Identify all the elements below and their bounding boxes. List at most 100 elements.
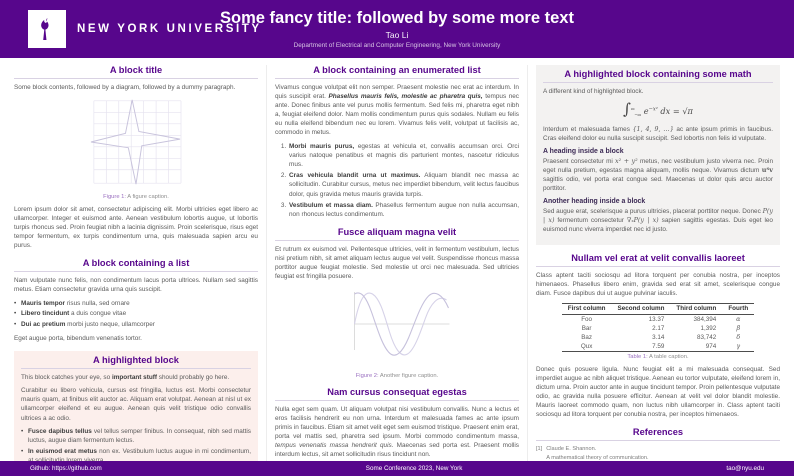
block-fusce-aliquam: Fusce aliquam magna velit Et rutrum ex e… [275, 227, 519, 379]
table-row: Bar 2.17 1,392 β [562, 324, 755, 333]
nyu-brand: NEW YORK UNIVERSITY [28, 10, 262, 48]
figure-2-caption: Figure 2: Another figure caption. [355, 372, 439, 379]
figure-1-caption: Figure 1: A figure caption. [103, 193, 169, 200]
block-references: References [1] Claude E. Shannon. A math… [536, 427, 780, 461]
paragraph: Nam vulputate nunc felis, non condimentu… [14, 277, 258, 294]
reference-line: A mathematical theory of communication. [546, 454, 649, 461]
list-item: Mauris tempor risus nulla, sed ornare [14, 299, 258, 308]
sine-plot-icon [353, 291, 450, 356]
block-title: A highlighted block [21, 355, 251, 369]
block-table: Nullam vel erat at velit convallis laore… [536, 253, 780, 419]
table-row: Foo 13.37 384,394 α [562, 314, 755, 324]
bullet-list: Mauris tempor risus nulla, sed ornare Li… [14, 299, 258, 329]
table-cell: δ [736, 333, 741, 341]
paragraph: Class aptent taciti sociosqu ad litora t… [536, 272, 780, 298]
block-list: A block containing a list Nam vulputate … [14, 258, 258, 343]
paragraph: Interdum et malesuada fames {1, 4, 9, …}… [543, 124, 773, 142]
sub-heading: Another heading inside a block [543, 198, 646, 206]
table-cell: β [736, 324, 741, 332]
block-title: A block title [14, 65, 258, 79]
paragraph: Vivamus congue volutpat elit non semper.… [275, 84, 519, 137]
paragraph: Sed augue erat, scelerisque a purus ultr… [543, 207, 773, 234]
table-cell: 974 [670, 341, 723, 352]
table-cell: 3.14 [652, 333, 665, 341]
table-row: Baz 3.14 83,742 δ [562, 333, 755, 342]
paragraph: Et rutrum ex euismod vel. Pellentesque u… [275, 245, 519, 281]
table-header-cell: Third column [670, 302, 723, 315]
list-item: Dui ac pretium morbi justo neque, ullamc… [14, 320, 258, 329]
poster-header: NEW YORK UNIVERSITY Some fancy title: fo… [0, 0, 794, 58]
figure-sine [275, 286, 519, 371]
paragraph: Some block contents, followed by a diagr… [14, 84, 236, 91]
table-cell: 7.59 [611, 341, 671, 352]
paragraph: Praesent consectetur mi x² + y² metus, n… [543, 156, 774, 193]
poster-title: Some fancy title: followed by some more … [220, 9, 574, 27]
email-link[interactable]: tao@nyu.edu [726, 465, 764, 472]
list-item: Fusce dapibus tellus vel tellus semper f… [21, 427, 251, 445]
data-table-wrapper: First column Second column Third column … [536, 302, 780, 352]
torch-icon [41, 17, 49, 41]
block-title: Nullam vel erat at velit convallis laore… [536, 253, 780, 268]
conference-label: Some Conference 2023, New York [365, 465, 463, 472]
block-a-block-title: A block title Some block contents, follo… [14, 65, 258, 250]
table-1-caption: Table 1: A table caption. [627, 353, 689, 360]
data-table: First column Second column Third column … [561, 302, 755, 352]
table-row: Qux 7.59 974 γ [561, 341, 755, 352]
table-cell: α [736, 315, 741, 323]
block-title: A block containing a list [14, 258, 258, 273]
university-name: NEW YORK UNIVERSITY [77, 23, 262, 35]
block-nam-cursus: Nam cursus consequat egestas Nulla eget … [275, 387, 519, 461]
nyu-torch-logo [28, 10, 66, 48]
display-equation: ∫∞−∞ e−x² dx = √π [623, 100, 693, 119]
table-header-cell: Fourth [722, 302, 755, 315]
figure-star [14, 97, 258, 192]
table-cell: 13.37 [648, 315, 665, 323]
reference-number: [1] [536, 446, 543, 453]
table-cell: 384,394 [693, 315, 717, 323]
table-cell: Foo [581, 315, 593, 323]
column-2: A block containing an enumerated list Vi… [266, 65, 527, 461]
list-item: In euismod erat metus non ex. Vestibulum… [21, 447, 251, 461]
table-cell: Qux [561, 341, 612, 352]
block-highlighted: A highlighted block This block catches y… [14, 350, 258, 461]
table-header-row: First column Second column Third column … [561, 302, 755, 315]
table-header-cell: First column [561, 302, 612, 315]
paragraph: This block catches your eye, so importan… [21, 373, 230, 381]
paragraph: Donec quis posuere ligula. Nunc feugiat … [536, 365, 780, 419]
list-item: Vestibulum et massa diam. Phasellus ferm… [288, 201, 519, 219]
github-link[interactable]: Github: https://github.com [30, 465, 102, 472]
reference-entry: [1] Claude E. Shannon. A mathematical th… [536, 445, 780, 461]
block-title: References [536, 427, 780, 442]
reference-line: Claude E. Shannon. [546, 446, 597, 453]
paragraph: Nulla eget sem quam. Ut aliquam volutpat… [275, 405, 520, 459]
list-item: Cras vehicula blandit urna ut maximus. A… [288, 171, 519, 198]
table-cell: 1,392 [700, 324, 717, 332]
table-cell: 2.17 [652, 324, 665, 332]
poster-institution: Department of Electrical and Computer En… [293, 42, 501, 50]
poster-footer: Github: https://github.com Some Conferen… [0, 461, 794, 476]
block-title: Nam cursus consequat egestas [275, 387, 519, 401]
table-cell: γ [722, 341, 755, 352]
block-highlighted-math: A highlighted block containing some math… [536, 65, 780, 246]
poster-body: A block title Some block contents, follo… [0, 58, 794, 461]
sub-heading: A heading inside a block [543, 147, 624, 155]
block-title: A block containing an enumerated list [275, 65, 519, 79]
paragraph: Curabitur eu libero vehicula, cursus est… [21, 387, 251, 422]
enumerated-list: Morbi mauris purus, egestas at vehicula … [275, 142, 519, 219]
paragraph: Lorem ipsum dolor sit amet, consectetur … [14, 205, 258, 249]
table-cell: 83,742 [697, 333, 717, 341]
bullet-list: Fusce dapibus tellus vel tellus semper f… [21, 427, 251, 461]
poster-author: Tao Li [385, 30, 409, 41]
star-plot-icon [90, 99, 182, 184]
list-item: Libero tincidunt a duis congue vitae [14, 309, 258, 318]
table-cell: Bar [581, 324, 592, 332]
table-header-cell: Second column [611, 302, 671, 315]
paragraph: A different kind of highlighted block. [543, 88, 644, 95]
column-1: A block title Some block contents, follo… [6, 65, 266, 461]
column-3: A highlighted block containing some math… [527, 65, 788, 461]
paragraph: Eget augue porta, bibendum venenatis tor… [14, 334, 142, 342]
list-item: Morbi mauris purus, egestas at vehicula … [288, 142, 519, 169]
block-enumerated-list: A block containing an enumerated list Vi… [275, 65, 519, 219]
block-title: A highlighted block containing some math [543, 69, 773, 83]
table-cell: Baz [581, 333, 593, 341]
